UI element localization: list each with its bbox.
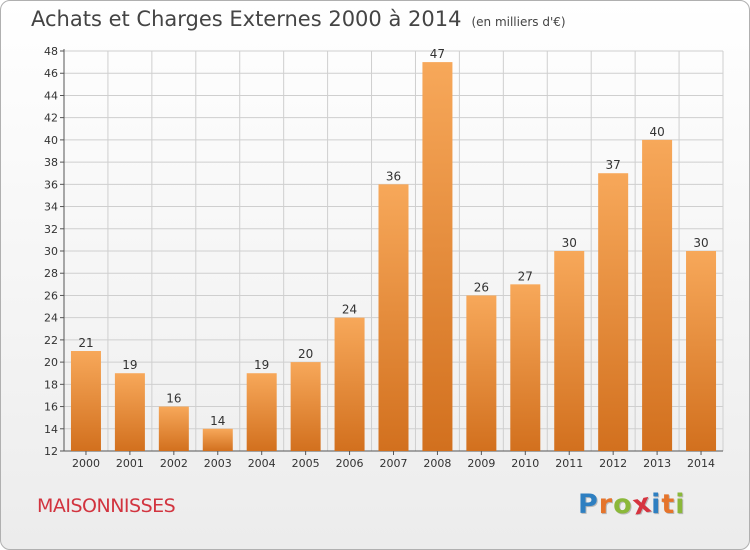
y-tick-label: 26 bbox=[44, 289, 58, 302]
logo-letter: t bbox=[661, 489, 676, 520]
y-tick-label: 24 bbox=[44, 312, 58, 325]
bar bbox=[466, 295, 497, 451]
x-tick-label: 2008 bbox=[423, 457, 451, 470]
y-tick-label: 40 bbox=[44, 134, 58, 147]
bar bbox=[378, 184, 409, 452]
value-label: 19 bbox=[122, 358, 137, 372]
x-tick-label: 2002 bbox=[160, 457, 188, 470]
bar bbox=[642, 139, 673, 451]
x-tick-label: 2007 bbox=[380, 457, 408, 470]
bar bbox=[686, 251, 717, 451]
y-tick-label: 18 bbox=[44, 378, 58, 391]
y-tick-label: 20 bbox=[44, 356, 58, 369]
value-label: 19 bbox=[254, 358, 269, 372]
x-tick-label: 2005 bbox=[292, 457, 320, 470]
bar bbox=[290, 362, 321, 451]
x-tick-label: 2001 bbox=[116, 457, 144, 470]
bar bbox=[334, 317, 365, 451]
y-tick-label: 38 bbox=[44, 156, 58, 169]
value-label: 26 bbox=[474, 280, 489, 294]
chart-subtitle: (en milliers d'€) bbox=[471, 15, 566, 29]
x-tick-label: 2006 bbox=[336, 457, 364, 470]
value-label: 36 bbox=[386, 169, 401, 183]
y-tick-label: 48 bbox=[44, 45, 58, 58]
bar bbox=[114, 373, 145, 451]
y-tick-label: 22 bbox=[44, 334, 58, 347]
labels: 12 14 16 18 20 22 24 26 28 30 32 34 36 38 40 42 44 46 48 21… bbox=[44, 45, 715, 470]
value-label: 21 bbox=[78, 336, 93, 350]
value-label: 24 bbox=[342, 303, 357, 317]
logo-letter: r bbox=[598, 489, 614, 520]
y-tick-label: 14 bbox=[44, 423, 58, 436]
value-label: 14 bbox=[210, 414, 225, 428]
logo-letter: o bbox=[613, 489, 633, 520]
y-tick-label: 46 bbox=[44, 67, 58, 80]
bar bbox=[202, 428, 233, 451]
logo-letter: P bbox=[578, 489, 599, 520]
value-label: 47 bbox=[430, 47, 445, 61]
value-label: 30 bbox=[693, 236, 708, 250]
y-tick-label: 42 bbox=[44, 112, 58, 125]
bar bbox=[510, 284, 541, 451]
bar bbox=[158, 406, 189, 451]
y-tick-label: 16 bbox=[44, 401, 58, 414]
x-tick-label: 2014 bbox=[687, 457, 715, 470]
value-label: 37 bbox=[606, 158, 621, 172]
x-tick-label: 2013 bbox=[643, 457, 671, 470]
value-label: 20 bbox=[298, 347, 313, 361]
x-tick-label: 2009 bbox=[467, 457, 495, 470]
bar bbox=[422, 62, 453, 451]
x-tick-label: 2010 bbox=[511, 457, 539, 470]
x-tick-label: 2000 bbox=[72, 457, 100, 470]
logo-letter: i bbox=[651, 489, 662, 520]
x-tick-label: 2003 bbox=[204, 457, 232, 470]
x-tick-label: 2011 bbox=[555, 457, 583, 470]
bar bbox=[70, 351, 101, 451]
y-tick-label: 28 bbox=[44, 267, 58, 280]
x-tick-label: 2012 bbox=[599, 457, 627, 470]
y-tick-label: 36 bbox=[44, 178, 58, 191]
value-label: 30 bbox=[562, 236, 577, 250]
bar bbox=[246, 373, 277, 451]
title-row: Achats et Charges Externes 2000 à 2014 (e… bbox=[31, 7, 566, 31]
y-tick-label: 30 bbox=[44, 245, 58, 258]
logo-letter: i bbox=[675, 489, 686, 520]
value-label: 16 bbox=[166, 392, 181, 406]
value-label: 40 bbox=[649, 125, 664, 139]
proxiti-logo: Proxiti bbox=[578, 487, 686, 521]
y-tick-label: 34 bbox=[44, 201, 58, 214]
chart-title: Achats et Charges Externes 2000 à 2014 bbox=[31, 7, 462, 31]
y-tick-label: 44 bbox=[44, 89, 58, 102]
place-name: MAISONNISSES bbox=[37, 495, 176, 517]
y-tick-label: 12 bbox=[44, 445, 58, 458]
value-label: 27 bbox=[518, 269, 533, 283]
x-tick-label: 2004 bbox=[248, 457, 276, 470]
y-tick-label: 32 bbox=[44, 223, 58, 236]
bar bbox=[598, 173, 629, 451]
bars bbox=[70, 62, 717, 452]
bar bbox=[554, 251, 585, 451]
